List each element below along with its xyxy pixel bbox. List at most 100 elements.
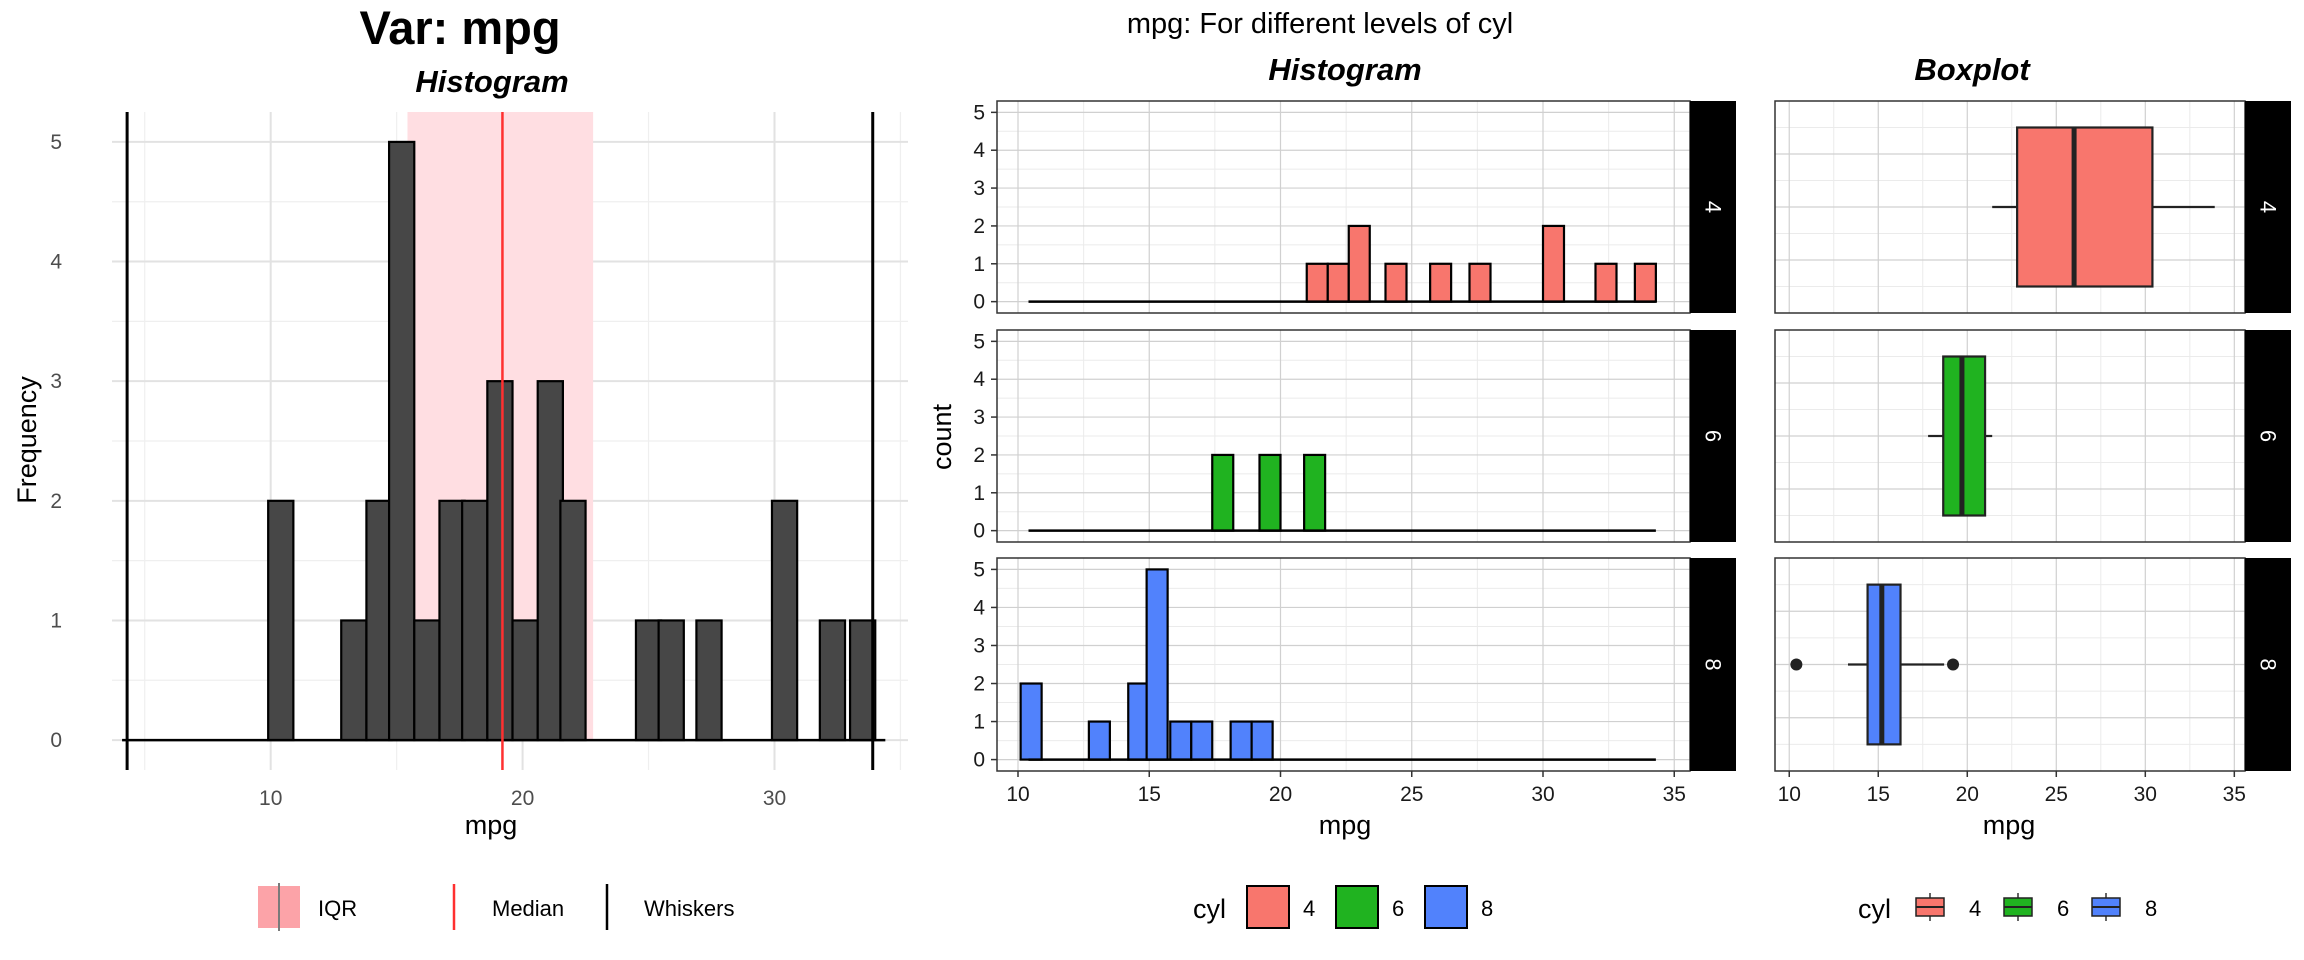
histogram-bar [1633, 262, 1657, 303]
histogram-bar [413, 619, 441, 742]
facet-strip [2245, 101, 2291, 313]
x-tick-label: 20 [511, 787, 534, 810]
right-main-title: mpg: For different levels of cyl [1127, 8, 1513, 40]
y-tick-label: 4 [973, 596, 985, 619]
facet-histogram-legend: cyl 4 6 8 [1193, 885, 1493, 929]
histogram-bar [1190, 720, 1214, 761]
boxplot-chart: 4 6 8 10 15 20 25 30 35 [1774, 100, 2291, 806]
facet-strip-label: 6 [1701, 430, 1726, 442]
box-legend-key-6 [2003, 893, 2033, 921]
facet-strip [2245, 330, 2291, 542]
facet-strip-label: 4 [2256, 201, 2281, 213]
box-legend-label-8: 8 [2145, 896, 2157, 921]
facet-strip-label: 6 [2256, 430, 2281, 442]
facet-y-axis-title: count [927, 403, 957, 470]
histogram-bar [438, 499, 466, 742]
left-legend: IQR Median Whiskers [258, 883, 734, 931]
histogram-bar [536, 380, 564, 742]
histogram-bar [1250, 720, 1274, 761]
y-tick-label: 0 [50, 729, 62, 752]
x-tick-label: 30 [2134, 783, 2157, 806]
y-tick-label: 4 [973, 368, 985, 391]
y-tick-label: 3 [973, 177, 985, 200]
x-tick-label: 25 [1400, 783, 1423, 806]
box-outlier [1790, 658, 1803, 671]
facet-strip [1690, 330, 1736, 542]
box-legend-key-4 [1915, 893, 1945, 921]
boxplot-x-axis-title: mpg [1983, 810, 2036, 840]
boxplot-legend: cyl 4 6 8 [1858, 893, 2157, 924]
histogram-bar [1468, 262, 1492, 303]
left-y-axis-title: Frequency [12, 376, 42, 504]
histogram-bar [1229, 720, 1253, 761]
facet-strip [1690, 558, 1736, 771]
facet-histogram-title: Histogram [1268, 52, 1421, 87]
histogram-bar [818, 619, 847, 742]
y-tick-label: 0 [973, 749, 985, 772]
y-tick-label: 5 [50, 131, 62, 154]
histogram-bar [657, 619, 685, 742]
y-tick-label: 2 [973, 444, 985, 467]
facet-histogram-chart: 4 0 1 2 3 4 5 6 0 1 2 3 4 5 8 0 1 2 3 4 5 10 15 20 25 30 35 [973, 100, 1736, 806]
facet-legend-label-6: 6 [1392, 896, 1404, 921]
x-tick-label: 10 [259, 787, 282, 810]
x-tick-label: 15 [1138, 783, 1161, 806]
left-main-title: Var: mpg [359, 1, 560, 54]
histogram-bar [1541, 224, 1566, 303]
histogram-bar [267, 499, 295, 742]
histogram-bar [1169, 720, 1193, 761]
facet-strip-label: 8 [2256, 658, 2281, 670]
y-tick-label: 3 [50, 370, 62, 393]
x-tick-label: 30 [763, 787, 786, 810]
histogram-bar [365, 499, 393, 742]
left-x-axis-title: mpg [465, 810, 518, 840]
y-tick-label: 2 [973, 215, 985, 238]
x-tick-label: 35 [2223, 783, 2246, 806]
y-tick-label: 1 [973, 253, 985, 276]
x-tick-label: 10 [1006, 783, 1029, 806]
y-tick-label: 0 [973, 520, 985, 543]
histogram-bar [1145, 568, 1169, 761]
box-legend-title: cyl [1858, 894, 1891, 924]
histogram-bar [695, 619, 723, 742]
facet-x-axis-title: mpg [1319, 810, 1372, 840]
histogram-bar [1211, 453, 1235, 532]
y-tick-label: 4 [973, 139, 985, 162]
facet-legend-label-8: 8 [1481, 896, 1493, 921]
histogram-bar [387, 140, 416, 742]
boxplot-title: Boxplot [1914, 52, 2031, 87]
histogram-bar [770, 499, 799, 742]
histogram-bar [1305, 262, 1329, 303]
facet-strip-label: 8 [1701, 658, 1726, 670]
y-tick-label: 4 [50, 251, 62, 274]
legend-iqr-label: IQR [318, 896, 357, 921]
box-legend-label-6: 6 [2057, 896, 2069, 921]
histogram-bar [486, 380, 514, 742]
facet-legend-title: cyl [1193, 894, 1226, 924]
y-tick-label: 2 [50, 490, 62, 513]
box-outlier [1947, 658, 1960, 671]
y-tick-label: 2 [973, 673, 985, 696]
histogram-bar [634, 619, 663, 742]
facet-legend-key-8 [1424, 885, 1468, 929]
left-subtitle: Histogram [415, 64, 568, 99]
legend-whiskers-label: Whiskers [644, 896, 734, 921]
y-tick-label: 0 [973, 291, 985, 314]
left-histogram-chart: 10 20 30 0 1 2 3 4 5 [50, 112, 908, 810]
facet-strip-label: 4 [1701, 201, 1726, 213]
y-tick-label: 1 [50, 609, 62, 632]
box-legend-label-4: 4 [1969, 896, 1981, 921]
x-tick-label: 20 [1269, 783, 1292, 806]
facet-strip [2245, 558, 2291, 771]
y-tick-label: 1 [973, 482, 985, 505]
x-tick-label: 15 [1867, 783, 1890, 806]
histogram-bar [1347, 224, 1371, 303]
facet-strip [1690, 101, 1736, 313]
y-tick-label: 5 [973, 558, 985, 581]
y-tick-label: 1 [973, 711, 985, 734]
histogram-bar [559, 499, 587, 742]
y-tick-label: 5 [973, 101, 985, 124]
x-tick-label: 25 [2045, 783, 2068, 806]
facet-legend-key-4 [1246, 885, 1290, 929]
